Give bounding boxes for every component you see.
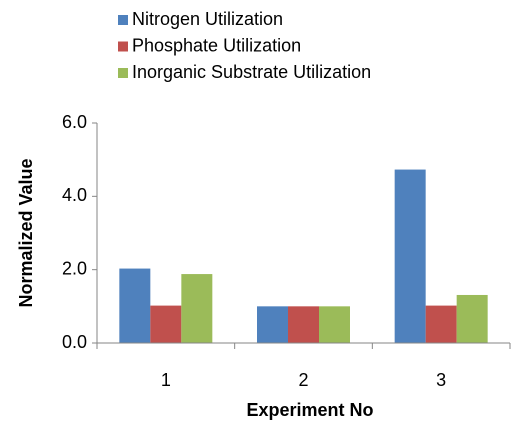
bar [119,268,151,343]
x-axis-label: Experiment No [246,400,373,420]
y-tick-label: 2.0 [62,258,87,278]
y-tick-label: 6.0 [62,112,87,132]
bar [181,274,213,343]
y-tick-label: 0.0 [62,332,87,352]
bar [257,306,288,343]
y-axis-label: Normalized Value [16,158,36,307]
legend-label: Phosphate Utilization [132,35,301,55]
legend-label: Inorganic Substrate Utilization [132,62,371,82]
bar [150,305,182,343]
x-tick-label: 1 [161,370,171,390]
x-tick-label: 2 [298,370,308,390]
bar [319,306,350,343]
x-tick-label: 3 [436,370,446,390]
bar [394,169,426,343]
legend-swatch [118,15,128,25]
legend-swatch [118,41,128,52]
legend-swatch [118,68,128,78]
bar [456,294,488,343]
bar [288,306,319,343]
legend-label: Nitrogen Utilization [132,9,283,29]
bar [425,305,457,343]
y-tick-label: 4.0 [62,185,87,205]
